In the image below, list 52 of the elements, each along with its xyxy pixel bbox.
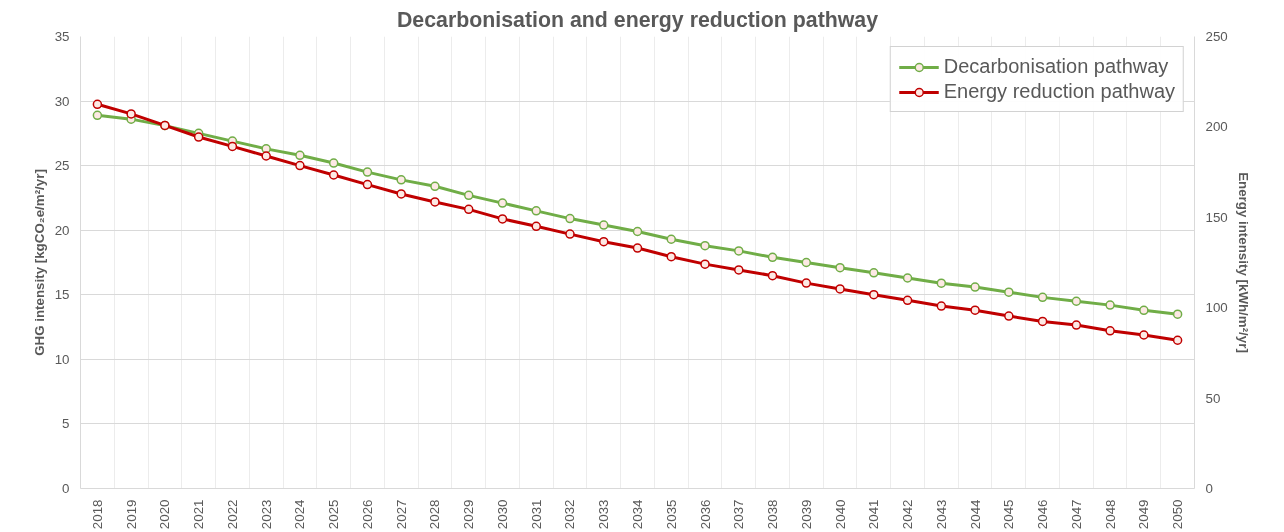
x-tick-label: 2046 [1035, 499, 1051, 530]
y-tick-label: 0 [62, 481, 70, 496]
x-tick-label: 2030 [494, 499, 510, 530]
x-tick-label: 2047 [1068, 499, 1084, 530]
x-tick-label: 2034 [630, 498, 645, 530]
x-tick-label: 2026 [359, 499, 375, 530]
x-tick-label: 2033 [596, 499, 612, 530]
x-tick-label: 2018 [89, 499, 105, 530]
x-tick-label: 2038 [765, 499, 781, 530]
x-tick-label: 2044 [967, 498, 983, 530]
x-tick-label: 2023 [258, 499, 274, 530]
x-tick-label: 2021 [191, 499, 207, 530]
y2-tick-label: 200 [1205, 119, 1228, 135]
y2-tick-label: 0 [1205, 481, 1213, 496]
legend-label: Energy reduction pathway [943, 80, 1175, 103]
x-tick-label: 2024 [292, 498, 308, 530]
y-tick-label: 30 [54, 93, 70, 109]
y-tick-label: 15 [54, 287, 70, 303]
chart-title: Decarbonisation and energy reduction pathway [396, 7, 879, 32]
x-tick-label: 2043 [933, 499, 949, 530]
y-tick-label: 35 [54, 29, 70, 44]
y-tick-label: 25 [54, 158, 70, 174]
x-tick-label: 2040 [832, 499, 848, 530]
x-tick-label: 2036 [697, 499, 713, 530]
y2-tick-label: 250 [1205, 29, 1228, 44]
x-tick-label: 2035 [663, 499, 679, 530]
x-tick-label: 2041 [866, 499, 882, 530]
y2-tick-label: 50 [1205, 390, 1221, 406]
x-tick-label: 2029 [461, 499, 477, 530]
x-tick-label: 2042 [900, 499, 916, 530]
x-tick-label: 2045 [1001, 499, 1017, 530]
x-tick-label: 2027 [393, 499, 409, 530]
x-tick-label: 2032 [562, 499, 578, 530]
x-tick-label: 2028 [427, 499, 443, 530]
y-tick-label: 10 [54, 351, 70, 367]
x-tick-label: 2039 [798, 499, 814, 530]
legend-label: Decarbonisation pathway [943, 55, 1169, 78]
y-tick-label: 5 [62, 416, 70, 432]
x-tick-label: 2019 [123, 499, 139, 530]
x-tick-label: 2031 [528, 499, 544, 530]
y-axis-title: GHG intensity [kgCO₂e/m²/yr] [31, 169, 47, 356]
y-tick-label: 20 [54, 222, 70, 238]
y2-axis-title: Energy intensity [kWh/m²/yr] [1235, 172, 1251, 353]
x-tick-label: 2049 [1136, 499, 1152, 530]
y2-tick-label: 100 [1205, 300, 1228, 316]
x-tick-label: 2020 [157, 499, 173, 530]
x-tick-label: 2048 [1102, 499, 1118, 530]
x-tick-label: 2022 [224, 499, 240, 530]
x-tick-label: 2025 [326, 499, 342, 530]
y2-tick-label: 150 [1205, 209, 1228, 225]
x-tick-label: 2050 [1170, 499, 1186, 530]
x-tick-label: 2037 [731, 499, 747, 530]
